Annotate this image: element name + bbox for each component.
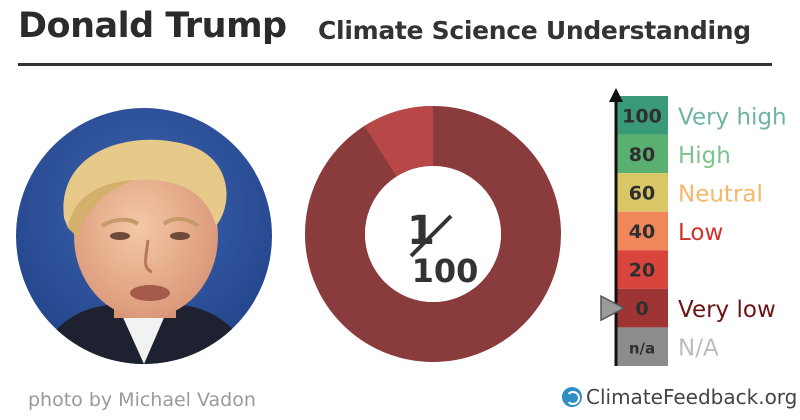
scale-label-high: High <box>678 143 731 169</box>
scale-band-40 <box>616 211 668 251</box>
scale-arrowhead-icon <box>609 88 623 102</box>
person-name: Donald Trump <box>18 6 287 46</box>
donut-score-arc <box>364 106 435 178</box>
scale-value-40: 40 <box>629 221 655 243</box>
scale-band-na <box>616 327 668 366</box>
score-denominator: 100 <box>412 252 479 290</box>
portrait-illustration <box>16 108 272 364</box>
brand-text: ClimateFeedback.org <box>586 385 798 409</box>
scale-band-80 <box>616 134 668 174</box>
credibility-scale: 100 Very high 80 High 60 Neutral 40 Low 20 0 Very … <box>600 88 787 366</box>
scale-value-80: 80 <box>629 144 655 166</box>
scale-value-na: n/a <box>629 340 655 358</box>
scale-label-n-a: N/A <box>678 336 719 362</box>
scale-label-neutral: Neutral <box>678 181 763 207</box>
brand-link[interactable]: ClimateFeedback.org <box>562 385 797 409</box>
scale-band-100 <box>616 96 668 135</box>
score-fraction-slash <box>409 214 453 258</box>
scale-band-60 <box>616 173 668 212</box>
photo-credit: photo by Michael Vadon <box>28 389 256 411</box>
scale-band-20 <box>616 250 668 289</box>
rating-title: Climate Science Understanding <box>318 16 751 45</box>
header-divider <box>18 63 772 66</box>
scale-value-100: 100 <box>622 105 662 127</box>
scale-label-very-high: Very high <box>678 104 787 130</box>
scale-label-low: Low <box>678 220 723 246</box>
climate-feedback-logo-icon <box>562 387 582 407</box>
scale-value-60: 60 <box>629 182 655 204</box>
scale-label-very-low: Very low <box>678 297 776 323</box>
portrait-photo <box>16 108 272 364</box>
scale-value-20: 20 <box>629 260 655 282</box>
score-donut-chart: 1 100 <box>305 106 561 362</box>
scale-value-0: 0 <box>635 298 648 320</box>
scale-labels: 100 Very high 80 High 60 Neutral 40 Low 20 0 Very … <box>622 104 786 361</box>
score-marker-icon <box>600 294 626 322</box>
